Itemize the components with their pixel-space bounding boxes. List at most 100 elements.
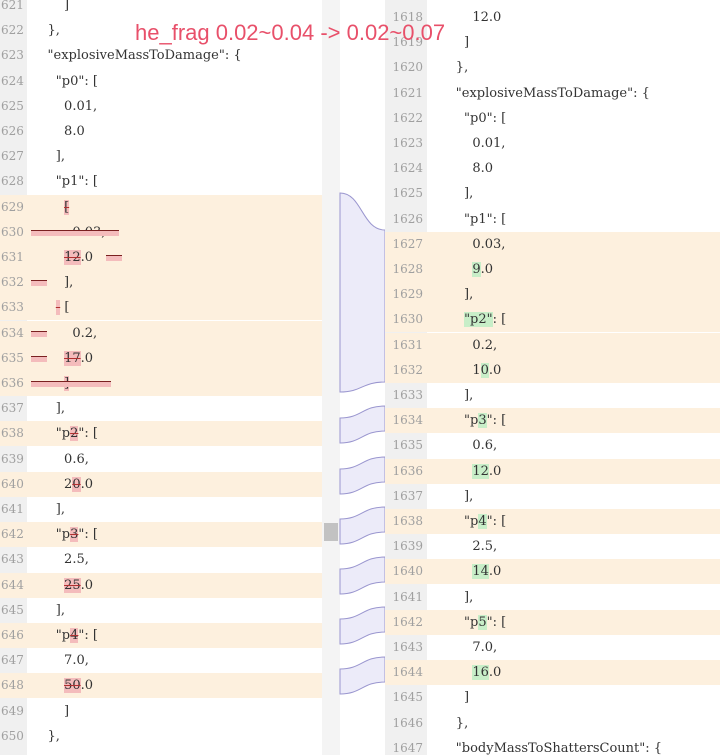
left-code-line: 650 },: [0, 724, 322, 749]
left-code-line: 649 ]: [0, 699, 322, 724]
line-number: 1634: [392, 413, 423, 428]
code-token: 1: [431, 362, 481, 378]
deleted-whitespace-mark: [31, 280, 47, 287]
code-token: [31, 200, 64, 215]
line-number: 1646: [392, 715, 423, 730]
code-token: [: [60, 300, 70, 316]
code-token: 0.2,: [431, 337, 498, 353]
deleted-text: 17: [64, 350, 81, 366]
left-code-line: 643 2.5,: [0, 547, 322, 572]
code-text: 0.6,: [431, 433, 497, 458]
line-number: 651: [0, 749, 27, 755]
code-text: ],: [31, 396, 65, 421]
code-token: ]: [431, 35, 470, 51]
code-token: .0: [80, 476, 94, 492]
line-number: 1639: [392, 539, 423, 554]
connector-band-p3-value: [339, 556, 385, 595]
code-token: .0: [80, 577, 94, 593]
code-text: ],: [431, 585, 473, 610]
line-number: 622: [1, 23, 24, 38]
line-number: 1627: [392, 236, 423, 251]
code-token: 0.6,: [431, 438, 498, 454]
line-number: 628: [1, 174, 24, 189]
line-number: 625: [1, 98, 24, 113]
left-code-line: 626 8.0: [0, 119, 322, 144]
right-code-line: 1626 "p1": [: [385, 207, 720, 232]
connector-band-p4: [339, 606, 385, 645]
deleted-text: 12: [64, 250, 81, 265]
right-code-line: 1640 14.0: [385, 559, 720, 585]
code-token: 0.2,: [31, 325, 98, 341]
line-number: 1623: [392, 136, 423, 150]
line-number: 646: [1, 628, 24, 642]
deleted-whitespace-mark: [31, 381, 111, 387]
code-text: "p3": [: [431, 408, 506, 433]
left-code-line: 621 ]: [0, 0, 322, 18]
code-text: },: [431, 55, 468, 80]
line-number: 650: [1, 728, 24, 743]
code-token: "bodyMassToShattersCount": {: [431, 740, 663, 755]
code-token: ": [: [486, 413, 507, 429]
left-code-line: 647 7.0,: [0, 648, 322, 673]
line-number: 623: [1, 48, 24, 63]
inserted-text: 5: [478, 614, 487, 630]
code-text: 2.5,: [31, 547, 89, 572]
deleted-text: 3: [70, 527, 79, 543]
code-text: 0.01,: [31, 94, 97, 119]
code-text: ],: [31, 598, 65, 623]
left-code-line: 640 20.0: [0, 471, 322, 497]
line-number: 634: [1, 325, 24, 340]
diff-connector-gutter: [322, 0, 385, 755]
left-code-line: 645 ],: [0, 598, 322, 623]
code-token: [31, 678, 64, 693]
right-code-line: 1630 "p2": [: [385, 307, 720, 333]
line-number: 1625: [392, 186, 423, 201]
left-code-line: 625 0.01,: [0, 94, 322, 119]
code-token: [431, 312, 464, 327]
deleted-whitespace-mark: [31, 355, 47, 362]
code-token: "p0": [: [431, 110, 507, 126]
line-number: 1632: [392, 362, 423, 377]
connector-band-p2: [339, 405, 385, 444]
left-code-line: 644 25.0: [0, 572, 322, 598]
left-code-line: 631 12.0: [0, 245, 322, 270]
line-number: 640: [1, 476, 24, 491]
right-code-line: 1627 0.03,: [385, 231, 720, 257]
code-text: 7.0,: [31, 648, 89, 673]
right-code-line: 1621 "explosiveMassToDamage": {: [385, 81, 720, 106]
right-code-line: 1644 16.0: [385, 660, 720, 686]
code-text: 12.0: [431, 5, 501, 30]
right-diff-pane[interactable]: 1618 12.0 1619 ] 1620 }, 1621 "explosiveMas…: [385, 0, 720, 755]
code-token: ": [: [78, 527, 98, 543]
code-token: .0: [80, 678, 94, 694]
connector-band-p1: [339, 192, 385, 393]
code-token: ],: [31, 149, 65, 165]
right-code-line: 1645 ]: [385, 685, 720, 710]
inserted-text: 14: [472, 564, 489, 580]
line-number: 621: [1, 0, 24, 12]
line-number: 1647: [392, 740, 423, 755]
code-token: "p0": [: [31, 73, 98, 89]
left-code-line: 638 "p2": [: [0, 421, 322, 447]
code-token: ],: [431, 388, 474, 403]
line-number: 1637: [392, 488, 423, 503]
left-code-line: 641 ],: [0, 497, 322, 522]
code-token: },: [31, 23, 60, 39]
code-text: "p1": [: [431, 207, 506, 232]
code-text: "p1": [: [31, 169, 98, 194]
code-token: ": [: [78, 628, 98, 643]
code-text: "explosiveMassToDamage": {: [431, 81, 650, 106]
left-code-line: 648 50.0: [0, 673, 322, 699]
right-code-line: 1622 "p0": [: [385, 106, 720, 131]
code-text: "bodyMassToShattersCount": {: [31, 749, 254, 755]
deleted-text: 25: [64, 577, 81, 593]
code-text: 8.0: [431, 156, 493, 181]
line-number: 1620: [392, 60, 423, 75]
line-number: 1643: [392, 640, 423, 654]
code-text: "p2": [: [431, 307, 506, 332]
line-number: 631: [1, 250, 24, 264]
code-token: .0: [488, 463, 502, 479]
left-diff-pane[interactable]: 621 ] 622 }, 623 "explosiveMassToDamage": …: [0, 0, 322, 755]
line-number: 1630: [392, 312, 423, 327]
code-token: .0: [488, 665, 502, 681]
